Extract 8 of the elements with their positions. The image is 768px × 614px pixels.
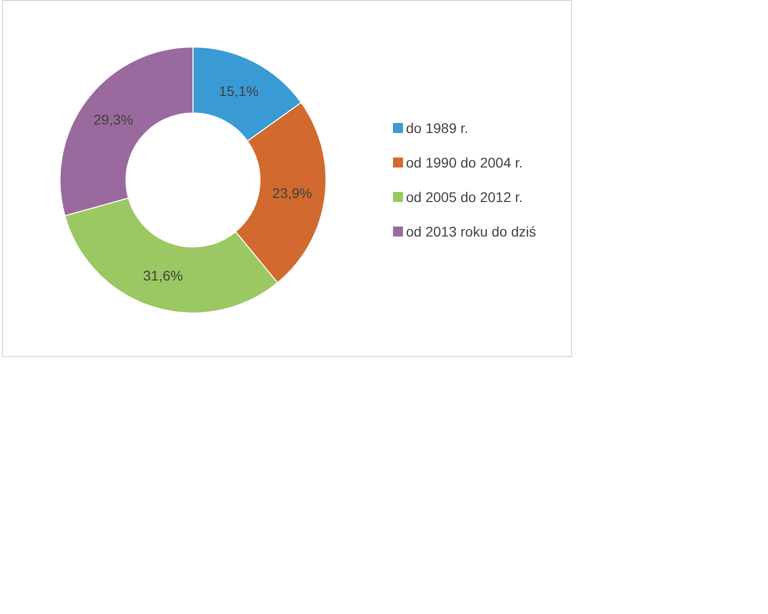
- data-label: 29,3%: [94, 111, 134, 128]
- data-label: 15,1%: [218, 82, 259, 99]
- data-label: 23,9%: [272, 184, 312, 201]
- legend-label: od 2005 do 2012 r.: [406, 188, 523, 205]
- legend-label: od 1990 do 2004 r.: [406, 154, 523, 170]
- legend-label: do 1989 r.: [406, 120, 468, 136]
- legend-label: od 2013 roku do dziś: [406, 223, 536, 240]
- data-label: 31,6%: [143, 267, 183, 284]
